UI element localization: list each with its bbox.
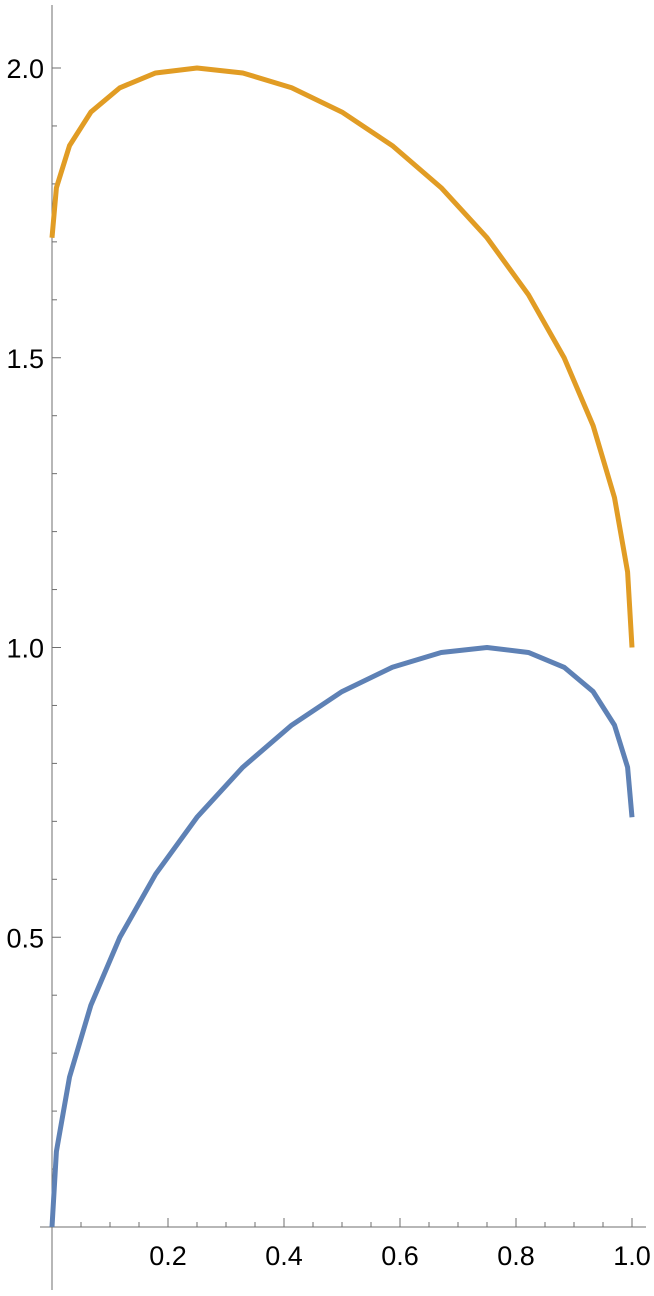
- y-tick-label: 2.0: [6, 54, 44, 84]
- tick-labels: 0.2 0.4 0.6 0.8 1.0 0.5 1.0 1.5 2.0: [6, 54, 650, 1271]
- series: [49, 65, 635, 1228]
- x-tick-label: 0.2: [149, 1241, 187, 1271]
- x-tick-label: 0.6: [381, 1241, 419, 1271]
- x-tick-label: 1.0: [613, 1241, 651, 1271]
- axes: [40, 5, 646, 1290]
- y-tick-label: 1.0: [6, 634, 44, 664]
- series-2-line: [49, 65, 635, 648]
- ticks: [52, 67, 633, 1227]
- x-tick-label: 0.4: [265, 1241, 303, 1271]
- y-tick-label: 0.5: [6, 923, 44, 953]
- series-1-line: [49, 645, 635, 1228]
- y-tick-label: 1.5: [6, 344, 44, 374]
- x-tick-label: 0.8: [497, 1241, 535, 1271]
